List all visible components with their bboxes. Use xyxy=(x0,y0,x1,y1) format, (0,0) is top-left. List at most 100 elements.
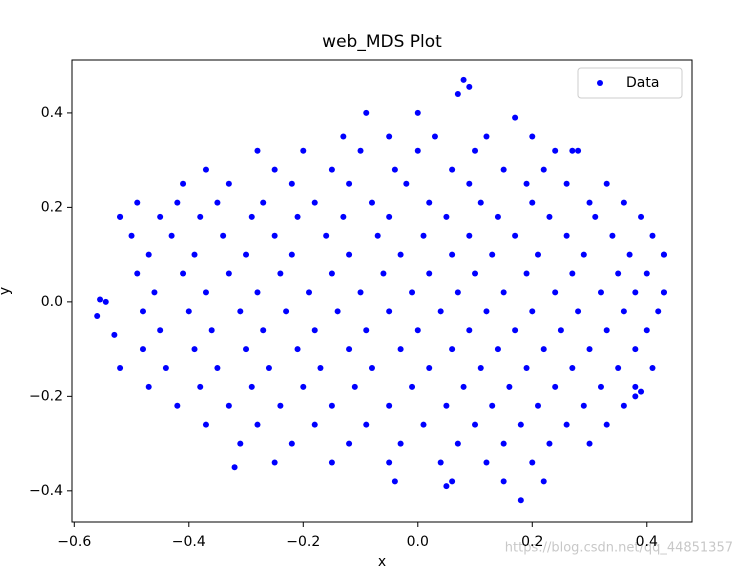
point xyxy=(500,440,507,447)
point xyxy=(180,180,187,187)
plot-frame xyxy=(71,59,693,523)
point xyxy=(586,440,593,447)
point xyxy=(311,421,318,428)
point xyxy=(454,440,461,447)
point xyxy=(620,199,627,206)
point xyxy=(615,365,622,371)
point xyxy=(466,83,473,90)
point xyxy=(552,147,559,154)
point xyxy=(655,308,662,315)
point xyxy=(494,213,501,220)
point xyxy=(443,402,450,409)
y-tick-label: −0.2 xyxy=(29,388,63,404)
point xyxy=(323,232,330,239)
point xyxy=(414,147,421,154)
point xyxy=(660,289,667,296)
point xyxy=(288,440,295,447)
point xyxy=(260,327,267,334)
point xyxy=(523,270,530,277)
point xyxy=(397,251,404,258)
point xyxy=(632,383,639,390)
point xyxy=(649,232,656,239)
point xyxy=(426,365,433,371)
point xyxy=(638,213,645,220)
point xyxy=(546,213,553,220)
point xyxy=(340,213,347,220)
point xyxy=(449,166,456,173)
point xyxy=(540,166,547,173)
point xyxy=(460,383,467,390)
point xyxy=(529,459,536,466)
point xyxy=(363,421,370,428)
point xyxy=(449,251,456,258)
point xyxy=(202,289,209,296)
point xyxy=(552,383,559,390)
point xyxy=(569,270,576,277)
point xyxy=(620,308,627,315)
point xyxy=(248,383,255,390)
point xyxy=(351,383,358,390)
point xyxy=(472,147,479,154)
point xyxy=(311,199,318,206)
point xyxy=(426,270,433,277)
point xyxy=(638,388,645,395)
point xyxy=(191,346,198,353)
point xyxy=(254,147,261,154)
y-tick-label: 0.2 xyxy=(41,199,63,215)
point xyxy=(197,213,204,220)
x-tick-label: −0.6 xyxy=(57,534,91,550)
point xyxy=(569,365,576,371)
point xyxy=(94,313,101,320)
point xyxy=(102,298,109,305)
point xyxy=(649,365,656,371)
point xyxy=(563,421,570,428)
point xyxy=(248,213,255,220)
point xyxy=(517,421,524,428)
point xyxy=(265,365,272,371)
point xyxy=(277,402,284,409)
point xyxy=(277,270,284,277)
point xyxy=(151,289,158,296)
point xyxy=(580,251,587,258)
point xyxy=(477,199,484,206)
point xyxy=(643,327,650,334)
point xyxy=(443,483,450,490)
point xyxy=(346,251,353,258)
point xyxy=(328,270,335,277)
point xyxy=(363,327,370,334)
point xyxy=(197,383,204,390)
point xyxy=(615,270,622,277)
point xyxy=(225,402,232,409)
point xyxy=(483,133,490,140)
point xyxy=(334,308,341,315)
point xyxy=(260,199,267,206)
x-tick-label: −0.4 xyxy=(172,534,206,550)
point xyxy=(225,180,232,187)
point xyxy=(357,147,364,154)
point xyxy=(288,180,295,187)
point xyxy=(294,346,301,353)
point xyxy=(243,346,250,353)
point xyxy=(626,251,633,258)
point xyxy=(597,383,604,390)
point xyxy=(346,346,353,353)
point xyxy=(414,109,421,116)
point xyxy=(506,383,513,390)
point xyxy=(632,393,639,400)
point xyxy=(466,180,473,187)
chart-title: web_MDS Plot xyxy=(322,32,442,52)
y-tick-label: −0.4 xyxy=(29,483,63,499)
point xyxy=(603,180,610,187)
point xyxy=(466,232,473,239)
point xyxy=(363,109,370,116)
point xyxy=(529,308,536,315)
point xyxy=(552,289,559,296)
point xyxy=(466,327,473,334)
point xyxy=(512,232,519,239)
point xyxy=(283,308,290,315)
point xyxy=(397,440,404,447)
point xyxy=(557,327,564,334)
point xyxy=(328,402,335,409)
point xyxy=(157,213,164,220)
x-axis-label: x xyxy=(378,554,386,567)
